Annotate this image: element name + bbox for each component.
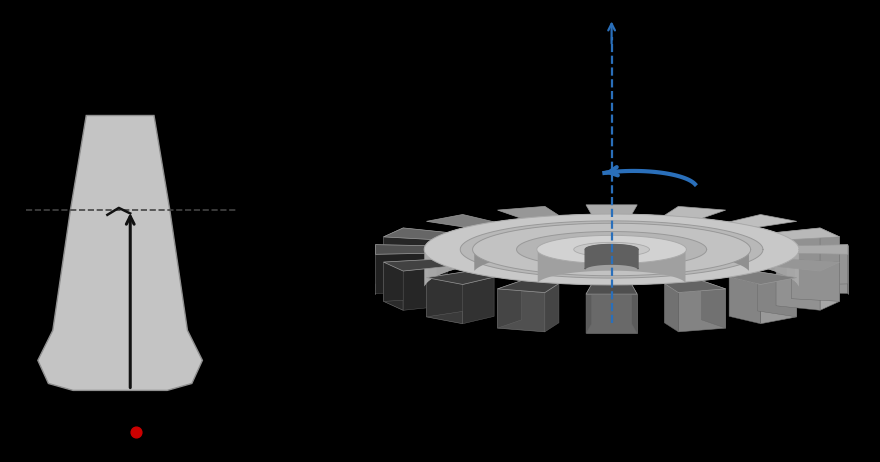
Polygon shape	[798, 253, 847, 293]
Polygon shape	[530, 216, 556, 257]
Polygon shape	[424, 214, 799, 285]
Polygon shape	[820, 228, 840, 276]
Polygon shape	[427, 272, 466, 317]
Polygon shape	[664, 207, 726, 219]
Polygon shape	[701, 280, 726, 328]
Polygon shape	[537, 235, 686, 264]
Polygon shape	[678, 289, 726, 332]
Polygon shape	[505, 218, 530, 260]
Polygon shape	[632, 285, 637, 334]
Polygon shape	[384, 228, 447, 239]
Polygon shape	[640, 214, 667, 255]
Polygon shape	[664, 284, 678, 332]
Polygon shape	[427, 278, 463, 324]
Polygon shape	[776, 228, 820, 272]
Polygon shape	[384, 260, 432, 301]
Polygon shape	[776, 267, 820, 310]
Polygon shape	[384, 237, 432, 279]
Polygon shape	[38, 116, 202, 390]
Polygon shape	[424, 214, 799, 286]
Polygon shape	[483, 220, 505, 263]
Polygon shape	[436, 232, 449, 276]
Point	[129, 428, 143, 436]
Polygon shape	[730, 214, 796, 227]
Polygon shape	[497, 289, 545, 332]
Polygon shape	[791, 237, 840, 279]
Polygon shape	[612, 214, 640, 254]
Polygon shape	[693, 218, 718, 260]
Polygon shape	[427, 214, 494, 227]
Polygon shape	[449, 228, 465, 271]
Polygon shape	[774, 232, 787, 276]
Polygon shape	[730, 272, 796, 285]
Polygon shape	[403, 228, 447, 272]
Polygon shape	[574, 243, 649, 256]
Polygon shape	[730, 277, 760, 324]
Polygon shape	[787, 237, 795, 281]
Polygon shape	[497, 207, 559, 219]
Polygon shape	[820, 262, 840, 310]
Polygon shape	[497, 280, 522, 328]
Polygon shape	[384, 260, 447, 271]
Polygon shape	[538, 235, 686, 283]
Polygon shape	[545, 284, 559, 332]
Polygon shape	[667, 216, 693, 257]
Polygon shape	[798, 245, 847, 254]
Polygon shape	[384, 262, 403, 310]
Polygon shape	[718, 220, 740, 263]
Polygon shape	[497, 280, 559, 292]
Polygon shape	[424, 214, 799, 285]
Polygon shape	[474, 223, 749, 271]
Polygon shape	[463, 277, 494, 324]
Polygon shape	[776, 228, 840, 239]
Polygon shape	[760, 278, 796, 324]
Polygon shape	[556, 214, 583, 255]
Polygon shape	[586, 205, 637, 214]
Polygon shape	[583, 214, 612, 254]
Polygon shape	[517, 231, 707, 267]
Polygon shape	[403, 267, 447, 310]
Polygon shape	[376, 245, 425, 285]
Polygon shape	[798, 245, 847, 285]
Polygon shape	[664, 280, 726, 292]
Polygon shape	[465, 224, 483, 267]
Polygon shape	[585, 244, 638, 255]
Polygon shape	[795, 242, 799, 286]
Polygon shape	[791, 260, 840, 301]
Polygon shape	[376, 245, 425, 254]
Polygon shape	[460, 221, 763, 278]
Polygon shape	[586, 285, 591, 334]
Polygon shape	[586, 294, 637, 334]
Polygon shape	[586, 285, 637, 294]
Polygon shape	[758, 272, 796, 317]
Polygon shape	[376, 253, 425, 293]
Polygon shape	[473, 223, 751, 276]
Polygon shape	[424, 242, 429, 286]
Polygon shape	[429, 237, 436, 281]
Polygon shape	[759, 228, 774, 271]
Polygon shape	[740, 224, 759, 267]
Polygon shape	[427, 272, 494, 285]
Polygon shape	[585, 244, 638, 269]
Polygon shape	[384, 228, 403, 276]
Polygon shape	[776, 260, 840, 271]
